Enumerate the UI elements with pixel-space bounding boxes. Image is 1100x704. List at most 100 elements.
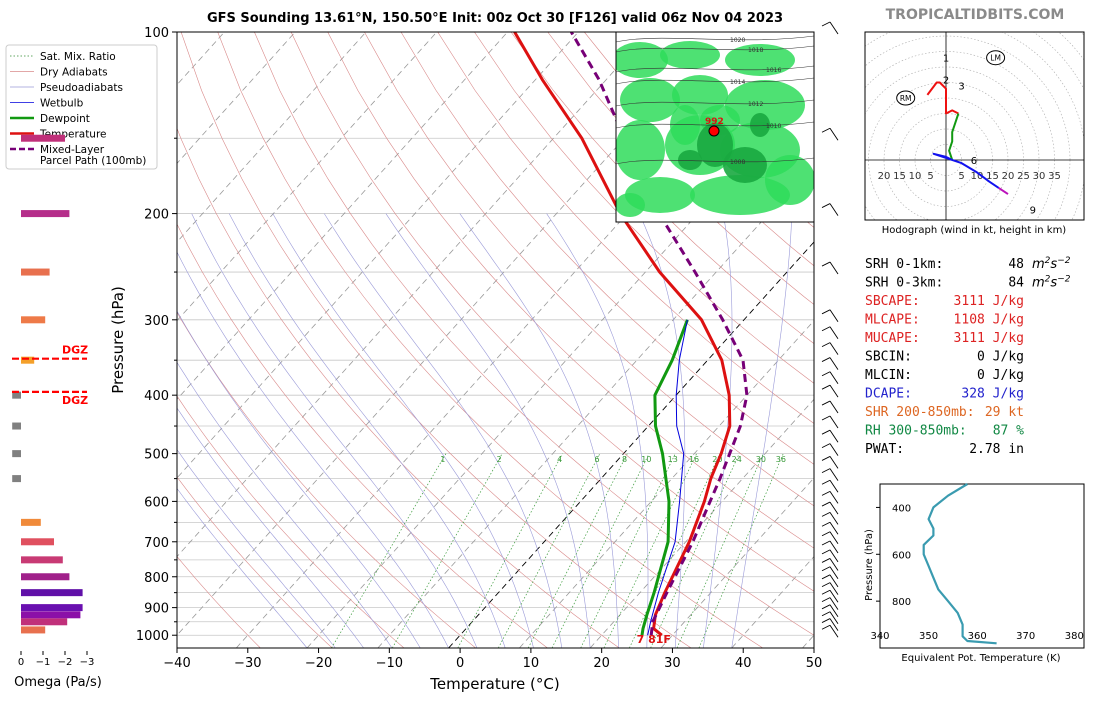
mixing-ratio-label: 30 xyxy=(756,455,766,464)
pseudoadiabat xyxy=(79,214,364,648)
index-row: SHR 200-850mb:29 kt xyxy=(865,405,1024,420)
barb-staff xyxy=(830,204,838,216)
barb-staff xyxy=(830,343,838,355)
x-tick-label: −40 xyxy=(163,656,190,671)
index-label: SRH 0-1km: xyxy=(865,257,943,272)
wind-barb xyxy=(822,469,838,481)
mixing-ratio-label: 8 xyxy=(622,455,627,464)
barb-flag xyxy=(822,625,830,629)
index-label: SBCAPE: xyxy=(865,294,920,309)
wind-barb xyxy=(822,491,838,503)
barb-flag xyxy=(822,358,830,362)
theta-e-y-tick-label: 400 xyxy=(892,503,911,514)
barb-flag xyxy=(822,385,830,389)
barb-flag xyxy=(822,598,830,602)
barb-staff xyxy=(830,612,838,624)
isobar-label: 1014 xyxy=(730,79,745,86)
mixing-ratio-label: 36 xyxy=(776,455,786,464)
mixing-ratio-line xyxy=(629,454,720,648)
index-unit: m2s−2 xyxy=(1032,256,1071,272)
index-label: SHR 200-850mb: xyxy=(865,405,975,420)
barb-staff xyxy=(830,598,838,610)
index-row: MLCIN:0 J/kg xyxy=(865,368,1024,383)
omega-bar xyxy=(21,316,45,323)
wind-barb xyxy=(822,416,838,428)
barb-staff xyxy=(830,358,838,370)
omega-bar xyxy=(21,519,41,526)
index-label: MUCAPE: xyxy=(865,331,920,346)
hodo-height-label: 9 xyxy=(1030,206,1036,217)
index-label: DCAPE: xyxy=(865,387,912,402)
index-row: SRH 0-3km: 84 m2s−2 xyxy=(865,275,1071,291)
barb-flag xyxy=(822,444,830,448)
legend-label-line: Pseudoadiabats xyxy=(40,82,123,94)
mixing-ratio-line xyxy=(677,454,763,648)
hodo-trace xyxy=(999,188,1008,194)
omega-bar xyxy=(21,210,69,217)
theta-e-y-tick-label: 800 xyxy=(892,597,911,608)
index-label: MLCIN: xyxy=(865,368,912,383)
barb-flag xyxy=(822,401,830,405)
x-tick-label: 0 xyxy=(456,656,464,671)
pseudoadiabat xyxy=(386,214,590,648)
wind-barb xyxy=(822,385,838,397)
x-tick-label: −20 xyxy=(305,656,332,671)
barb-flag xyxy=(822,605,830,609)
barb-staff xyxy=(830,401,838,413)
wind-barb xyxy=(822,327,838,339)
hodo-height-label: 1 xyxy=(943,54,949,65)
barb-flag xyxy=(822,558,830,562)
dry-adiabat xyxy=(144,32,619,648)
barb-flag xyxy=(822,262,830,266)
barb-flag xyxy=(822,310,830,314)
mixing-ratio-label: 1 xyxy=(440,455,445,464)
index-label: SBCIN: xyxy=(865,350,912,365)
omega-tick-label: −2 xyxy=(58,657,73,668)
wind-barb xyxy=(822,401,838,413)
omega-bar xyxy=(21,611,80,618)
index-label: SRH 0-3km: xyxy=(865,276,943,291)
brand-watermark: TROPICALTIDBITS.COM xyxy=(886,7,1065,23)
legend-label-line: Dewpoint xyxy=(40,113,90,125)
legend-label-line: Parcel Path (100mb) xyxy=(40,155,146,167)
omega-tick-label: −3 xyxy=(80,657,95,668)
barb-flag xyxy=(822,327,830,331)
omega-bar xyxy=(12,450,21,457)
x-tick-label: 10 xyxy=(523,656,540,671)
y-tick-label: 1000 xyxy=(136,629,169,644)
index-unit: m2s−2 xyxy=(1032,275,1071,291)
mixing-ratio-line xyxy=(651,454,740,648)
index-value: 1108 J/kg xyxy=(954,313,1024,328)
barb-flag xyxy=(822,491,830,495)
dgz-label: DGZ xyxy=(62,394,88,407)
index-label: PWAT: xyxy=(865,442,904,457)
mixing-ratio-label: 10 xyxy=(641,455,651,464)
hodo-ring-label: 35 xyxy=(1048,171,1061,182)
barb-staff xyxy=(830,625,838,637)
wind-barbs xyxy=(822,22,838,637)
wind-barb xyxy=(822,444,838,456)
index-value: 84 xyxy=(1008,276,1024,291)
chart-title: GFS Sounding 13.61°N, 150.50°E Init: 00z… xyxy=(207,11,783,26)
barb-staff xyxy=(830,262,838,274)
x-tick-label: 50 xyxy=(806,656,823,671)
index-value: 0 J/kg xyxy=(977,350,1024,365)
barb-flag xyxy=(822,567,830,571)
hodo-ring-label: 30 xyxy=(1033,171,1046,182)
hodo-marker-label: RM xyxy=(900,94,912,103)
barb-staff xyxy=(830,310,838,322)
wind-barb xyxy=(822,541,838,553)
isobar-label: 1010 xyxy=(766,123,781,130)
barb-staff xyxy=(830,512,838,524)
omega-tick-label: 0 xyxy=(18,657,24,668)
y-tick-label: 300 xyxy=(144,314,169,329)
barb-staff xyxy=(830,480,838,492)
wind-barb xyxy=(822,128,838,140)
unit-exp: −2 xyxy=(1057,275,1071,285)
precip-area xyxy=(612,42,668,78)
